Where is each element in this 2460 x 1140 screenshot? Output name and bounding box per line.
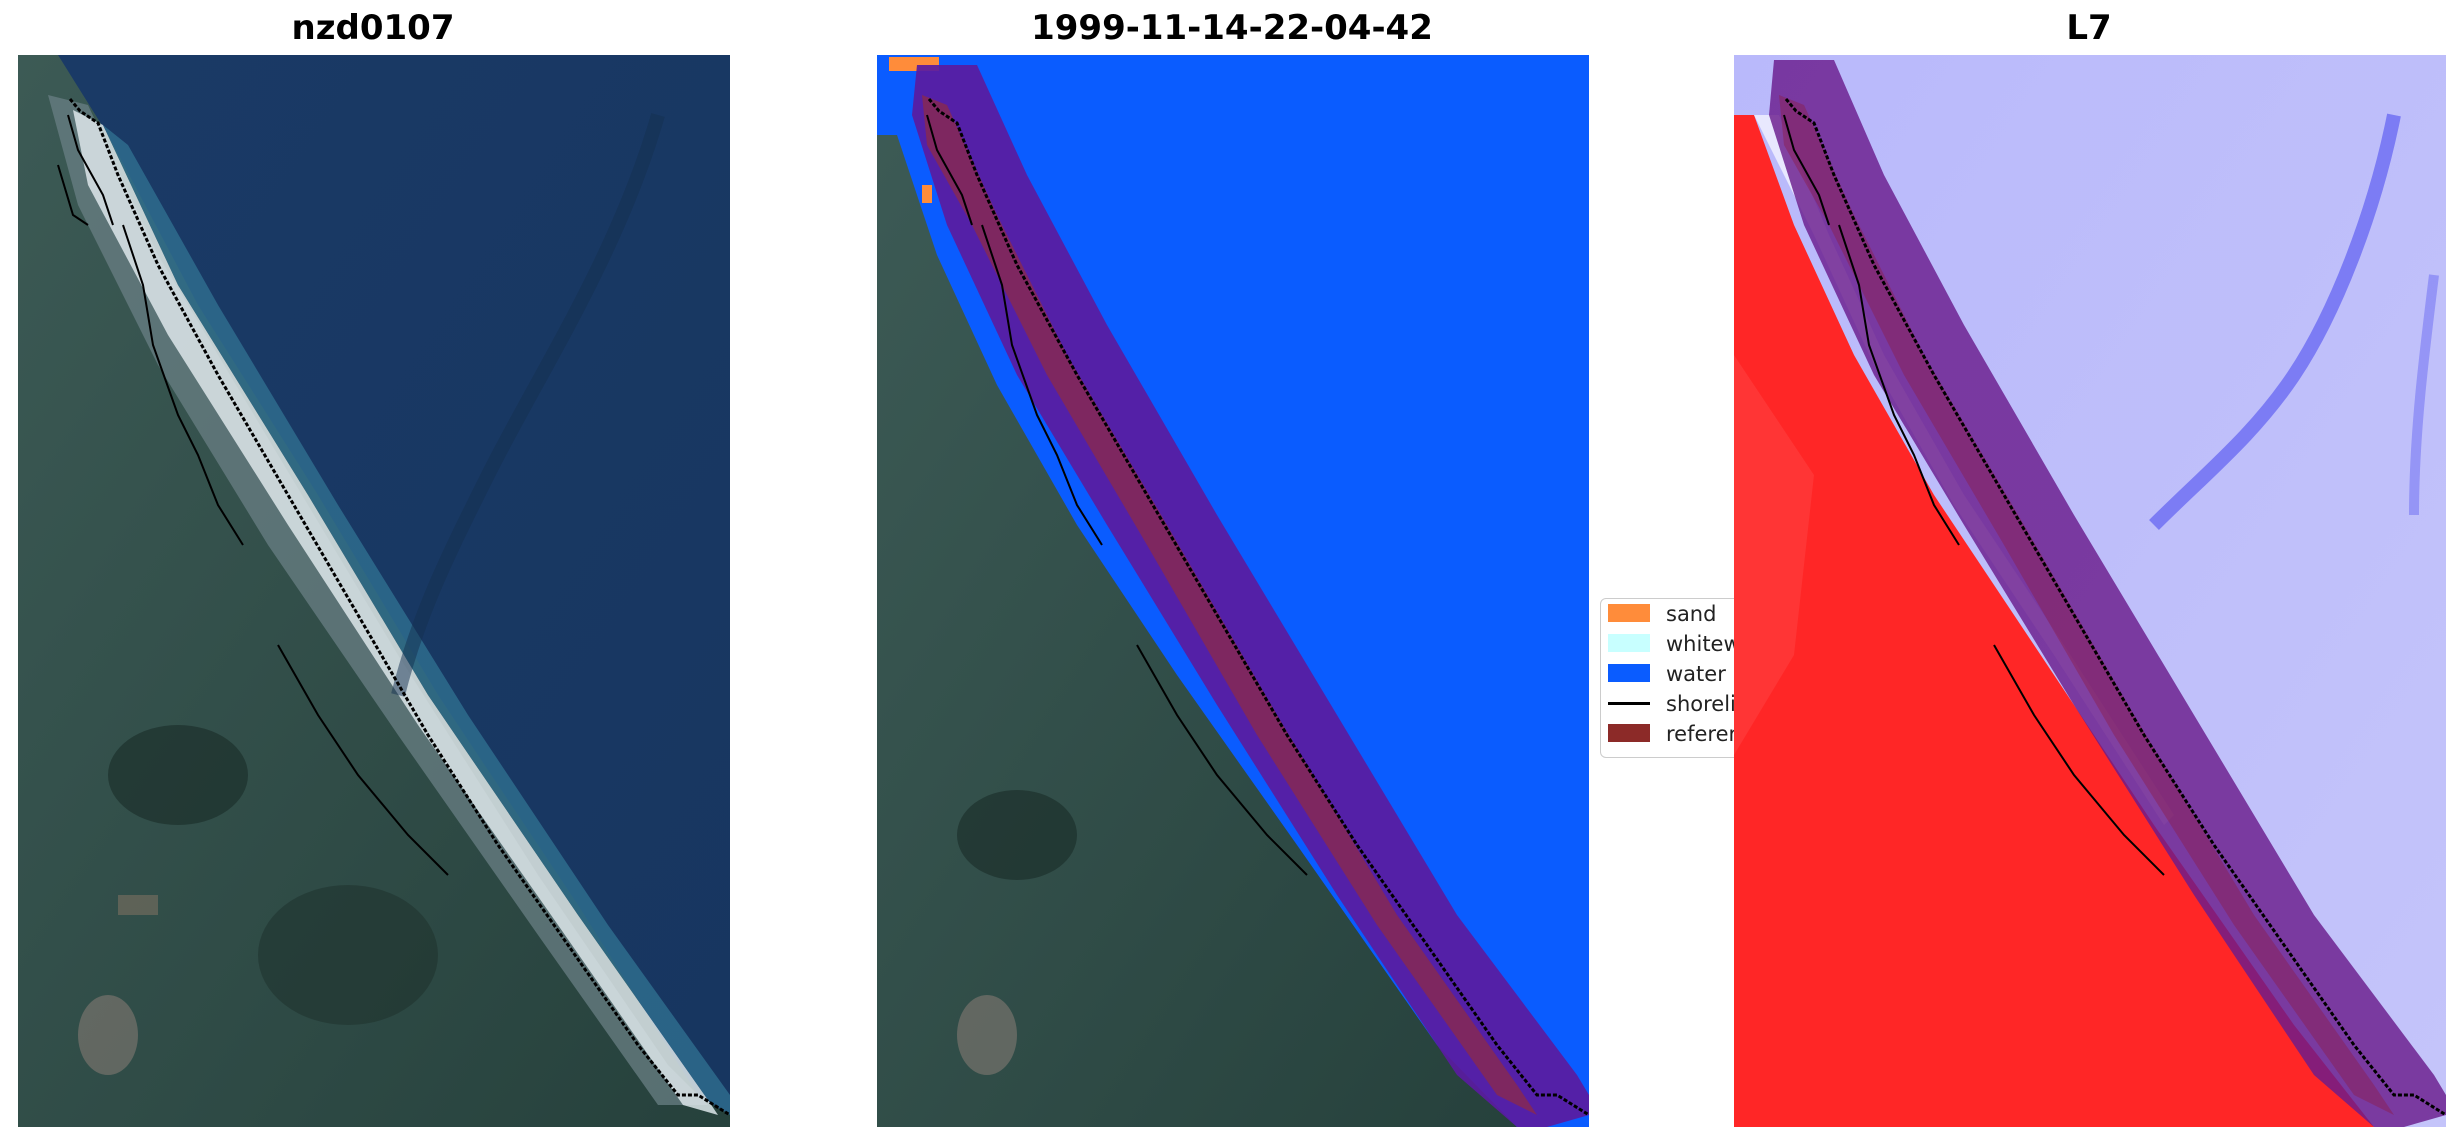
index-panel bbox=[1734, 55, 2446, 1127]
legend: sand whitewater water shoreline referenc… bbox=[1600, 598, 1740, 758]
legend-swatch-water bbox=[1608, 664, 1650, 682]
panel-title-rgb: nzd0107 bbox=[291, 8, 455, 48]
rgb-satellite-image bbox=[18, 55, 730, 1127]
rgb-image-panel bbox=[18, 55, 730, 1127]
index-image bbox=[1734, 55, 2446, 1127]
classification-image bbox=[877, 55, 1589, 1127]
panel-title-index: L7 bbox=[2066, 8, 2112, 48]
legend-item-sand: sand bbox=[1608, 601, 1716, 627]
legend-label-whitewater: whitewater bbox=[1666, 632, 1740, 656]
classification-panel bbox=[877, 55, 1589, 1127]
legend-swatch-whitewater bbox=[1608, 634, 1650, 652]
panel-title-classification: 1999-11-14-22-04-42 bbox=[1031, 8, 1433, 48]
legend-swatch-reference bbox=[1608, 724, 1650, 742]
legend-label-sand: sand bbox=[1666, 602, 1717, 626]
legend-label-water: water bbox=[1666, 662, 1726, 686]
legend-swatch-sand bbox=[1608, 604, 1650, 622]
legend-item-water: water bbox=[1608, 661, 1726, 687]
legend-label-reference: reference bbox=[1666, 722, 1739, 746]
legend-item-whitewater: whitewater bbox=[1608, 631, 1740, 657]
legend-item-reference: reference bbox=[1608, 721, 1739, 747]
legend-item-shoreline: shoreline bbox=[1608, 691, 1739, 717]
legend-swatch-shoreline bbox=[1608, 701, 1650, 705]
legend-label-shoreline: shoreline bbox=[1666, 692, 1739, 716]
